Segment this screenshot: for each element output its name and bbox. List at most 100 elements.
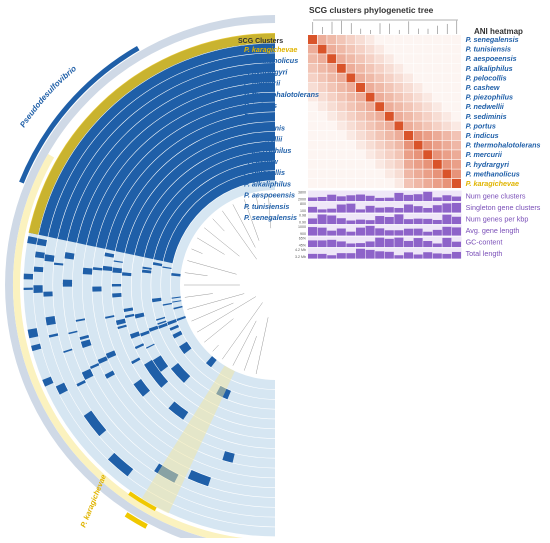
heatmap-species-label: P. sediminis (466, 112, 507, 121)
heatmap-cell (308, 54, 317, 64)
heatmap-cell (432, 111, 442, 121)
metric-bar (432, 243, 442, 248)
heatmap-species-label: P. methanolicus (466, 169, 520, 178)
gene-bar (68, 330, 78, 335)
metric-bar (404, 228, 413, 236)
metric-bar (413, 228, 423, 236)
metric-bar (442, 253, 452, 259)
heatmap-cell (404, 102, 413, 112)
heatmap-cell (413, 44, 423, 54)
metric-bar (384, 238, 394, 248)
heatmap-cell (452, 92, 461, 102)
clade-arc-yellow (124, 512, 148, 529)
heatmap-cell (452, 131, 461, 140)
metric-bar (394, 255, 404, 259)
heatmap-cell (413, 169, 423, 179)
heatmap-cell (413, 140, 423, 150)
metric-bar (394, 207, 404, 213)
species-label: P. pelocollis (244, 168, 285, 177)
metric-bar (432, 253, 442, 259)
heatmap-cell (413, 150, 423, 160)
heatmap-cell (327, 150, 337, 160)
dendro-branch (255, 317, 269, 375)
heatmap-cell (384, 140, 394, 150)
heatmap-cell (442, 102, 452, 112)
heatmap-species-label: P. piezophilus (466, 93, 513, 102)
dendro-branch (187, 260, 237, 275)
gene-bar (148, 325, 159, 332)
heatmap-cell (365, 159, 375, 169)
heatmap-cell (317, 179, 327, 188)
metric-bar (365, 225, 375, 236)
heatmap-cell (356, 140, 365, 150)
singleton-block (144, 359, 169, 388)
heatmap-cell (423, 63, 433, 73)
heatmap-cell (413, 63, 423, 73)
metric-bar (442, 226, 452, 236)
metric-bar (346, 243, 356, 248)
core-block (125, 131, 275, 256)
heatmap-species-label: P. indicus (466, 131, 499, 140)
gene-bar (124, 313, 135, 318)
metric-bar (356, 219, 365, 225)
metric-bar (336, 253, 346, 259)
metric-bar (452, 241, 461, 248)
metric-bar (365, 241, 375, 248)
gene-bar (45, 316, 56, 326)
heatmap-cell (356, 121, 365, 131)
gene-bar (172, 330, 183, 339)
species-label: P. cashew (244, 157, 278, 166)
heatmap-cell (432, 150, 442, 160)
heatmap-cell (404, 111, 413, 121)
heatmap-cell (317, 111, 327, 121)
gene-bar (157, 320, 167, 325)
heatmap-cell (404, 169, 413, 179)
heatmap-cell (413, 131, 423, 140)
dendro-branch (243, 336, 257, 371)
heatmap-cell (404, 121, 413, 131)
heatmap-cell (423, 179, 433, 188)
heatmap-cell (432, 102, 442, 112)
metric-bar (404, 252, 413, 259)
gene-bar (83, 372, 94, 380)
heatmap-cell (365, 140, 375, 150)
heatmap-cell (423, 150, 433, 160)
species-label: P. tunisiensis (244, 202, 289, 211)
metric-bar (346, 220, 356, 225)
heatmap-cell (365, 179, 375, 188)
heatmap-cell (346, 131, 356, 140)
gene-bar (111, 283, 122, 287)
metric-tick: 0.90 (299, 221, 306, 225)
heatmap-cell (365, 73, 375, 83)
heatmap-cell (336, 121, 346, 131)
gene-bar (31, 343, 42, 352)
heatmap-species-label: P. tunisiensis (466, 45, 511, 54)
heatmap-cell (375, 131, 385, 140)
gene-bar (122, 272, 132, 277)
heatmap-species-label: P. alkaliphilus (466, 64, 513, 73)
core-block (115, 121, 276, 254)
gene-bar (33, 266, 44, 273)
metric-tick: 100 (300, 209, 306, 213)
heatmap-cell (394, 35, 404, 44)
metric-bar (375, 197, 385, 202)
heatmap-cell (336, 140, 346, 150)
gene-bar (104, 370, 115, 379)
heatmap-cell (442, 111, 452, 121)
heatmap-cell (327, 73, 337, 83)
heatmap-cell (375, 150, 385, 160)
core-block (86, 92, 276, 247)
singleton-block (187, 469, 211, 487)
gene-bar (35, 251, 45, 259)
heatmap-cell (336, 35, 346, 44)
metric-bar (336, 241, 346, 248)
gene-bar (156, 316, 166, 321)
heatmap-cell (432, 63, 442, 73)
heatmap-cell (384, 102, 394, 112)
heatmap-cell (365, 150, 375, 160)
heatmap-cell (452, 35, 461, 44)
yellow-wedge (141, 365, 235, 514)
heatmap-cell (423, 169, 433, 179)
phylogenetic-tree (312, 19, 458, 34)
metric-bg (308, 190, 462, 202)
